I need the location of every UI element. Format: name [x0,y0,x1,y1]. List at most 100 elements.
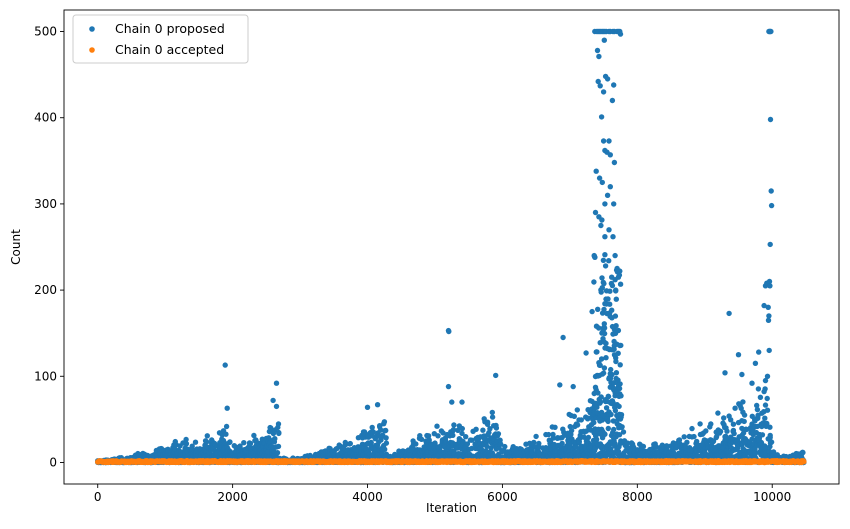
proposed-point [613,358,619,365]
proposed-point [609,307,615,313]
proposed-outlier-point [765,317,772,323]
proposed-point [382,446,388,452]
proposed-point [450,432,456,438]
proposed-point [602,263,609,269]
proposed-point [616,444,622,450]
proposed-point [192,439,199,445]
proposed-point [489,409,495,416]
proposed-point [459,425,465,432]
proposed-outlier-point [611,159,618,166]
proposed-point [247,440,254,447]
proposed-point [550,435,556,441]
proposed-point [601,365,608,371]
proposed-outlier-point [364,404,371,410]
proposed-point [599,443,605,449]
proposed-outlier-point [598,222,604,229]
proposed-outlier-point [768,188,774,194]
proposed-outlier-point [610,234,616,240]
proposed-point [378,427,384,433]
proposed-outlier-point [615,274,622,280]
proposed-point [418,436,425,442]
proposed-outlier-point [611,82,617,88]
proposed-outlier-point [589,308,595,315]
proposed-point [599,285,605,291]
proposed-point [676,437,683,443]
proposed-point [464,441,471,447]
proposed-point [605,296,611,302]
proposed-point [227,439,233,445]
proposed-point [767,424,773,430]
proposed-point [689,425,695,432]
proposed-outlier-point [222,362,228,368]
proposed-outlier-point [596,53,602,60]
proposed-point [611,380,617,386]
proposed-outlier-point [270,397,276,404]
proposed-point [578,417,584,423]
proposed-outlier-point [604,192,611,198]
proposed-point [755,386,762,392]
proposed-point [274,450,281,456]
proposed-outlier-point [767,241,773,248]
proposed-outlier-point [606,138,612,144]
proposed-outlier-point [761,302,767,309]
proposed-point [601,280,607,287]
proposed-outlier-point [591,252,597,259]
proposed-point [559,440,565,447]
proposed-point [618,393,624,399]
proposed-point [493,425,500,431]
proposed-outlier-point [764,373,771,379]
proposed-point [800,449,806,456]
proposed-outlier-point [602,234,608,240]
proposed-point [241,440,247,446]
proposed-point [601,339,607,345]
proposed-outlier-point [459,399,465,405]
proposed-point [502,443,508,450]
proposed-point [740,399,746,405]
proposed-point [609,315,615,321]
proposed-point [600,257,607,263]
proposed-outlier-point [600,138,607,144]
proposed-point [597,340,603,346]
proposed-point [703,428,709,434]
proposed-point [640,443,647,450]
proposed-point [735,444,741,450]
proposed-point [615,350,621,356]
proposed-point [531,439,537,446]
proposed-point [732,405,738,411]
proposed-point [435,433,441,439]
proposed-outlier-point [768,28,774,35]
proposed-point [370,429,376,435]
proposed-point [574,422,581,428]
proposed-point [603,355,609,361]
proposed-point [764,395,770,402]
proposed-outlier-point [592,209,599,216]
proposed-point [591,419,597,426]
proposed-point [426,437,432,443]
proposed-point [381,419,388,425]
proposed-point [616,423,622,429]
proposed-outlier-point [602,201,608,207]
proposed-outlier-point [600,89,607,95]
proposed-point [601,306,607,313]
proposed-outlier-point [583,350,589,356]
proposed-outlier-point [739,371,745,378]
proposed-point [605,393,612,400]
points-layer [95,28,807,466]
proposed-point [459,430,465,437]
proposed-point [455,427,461,433]
proposed-point [630,444,637,450]
proposed-point [368,439,374,446]
proposed-point [598,289,604,295]
proposed-outlier-point [762,377,769,384]
proposed-point [708,421,714,427]
proposed-point [770,449,777,455]
proposed-point [618,342,624,349]
proposed-outlier-point [612,252,618,259]
proposed-outlier-point [273,403,280,410]
proposed-point [611,435,617,441]
proposed-outlier-point [493,372,499,379]
proposed-point [469,437,475,443]
proposed-point [276,429,282,436]
proposed-point [717,428,724,435]
proposed-point [369,424,375,431]
